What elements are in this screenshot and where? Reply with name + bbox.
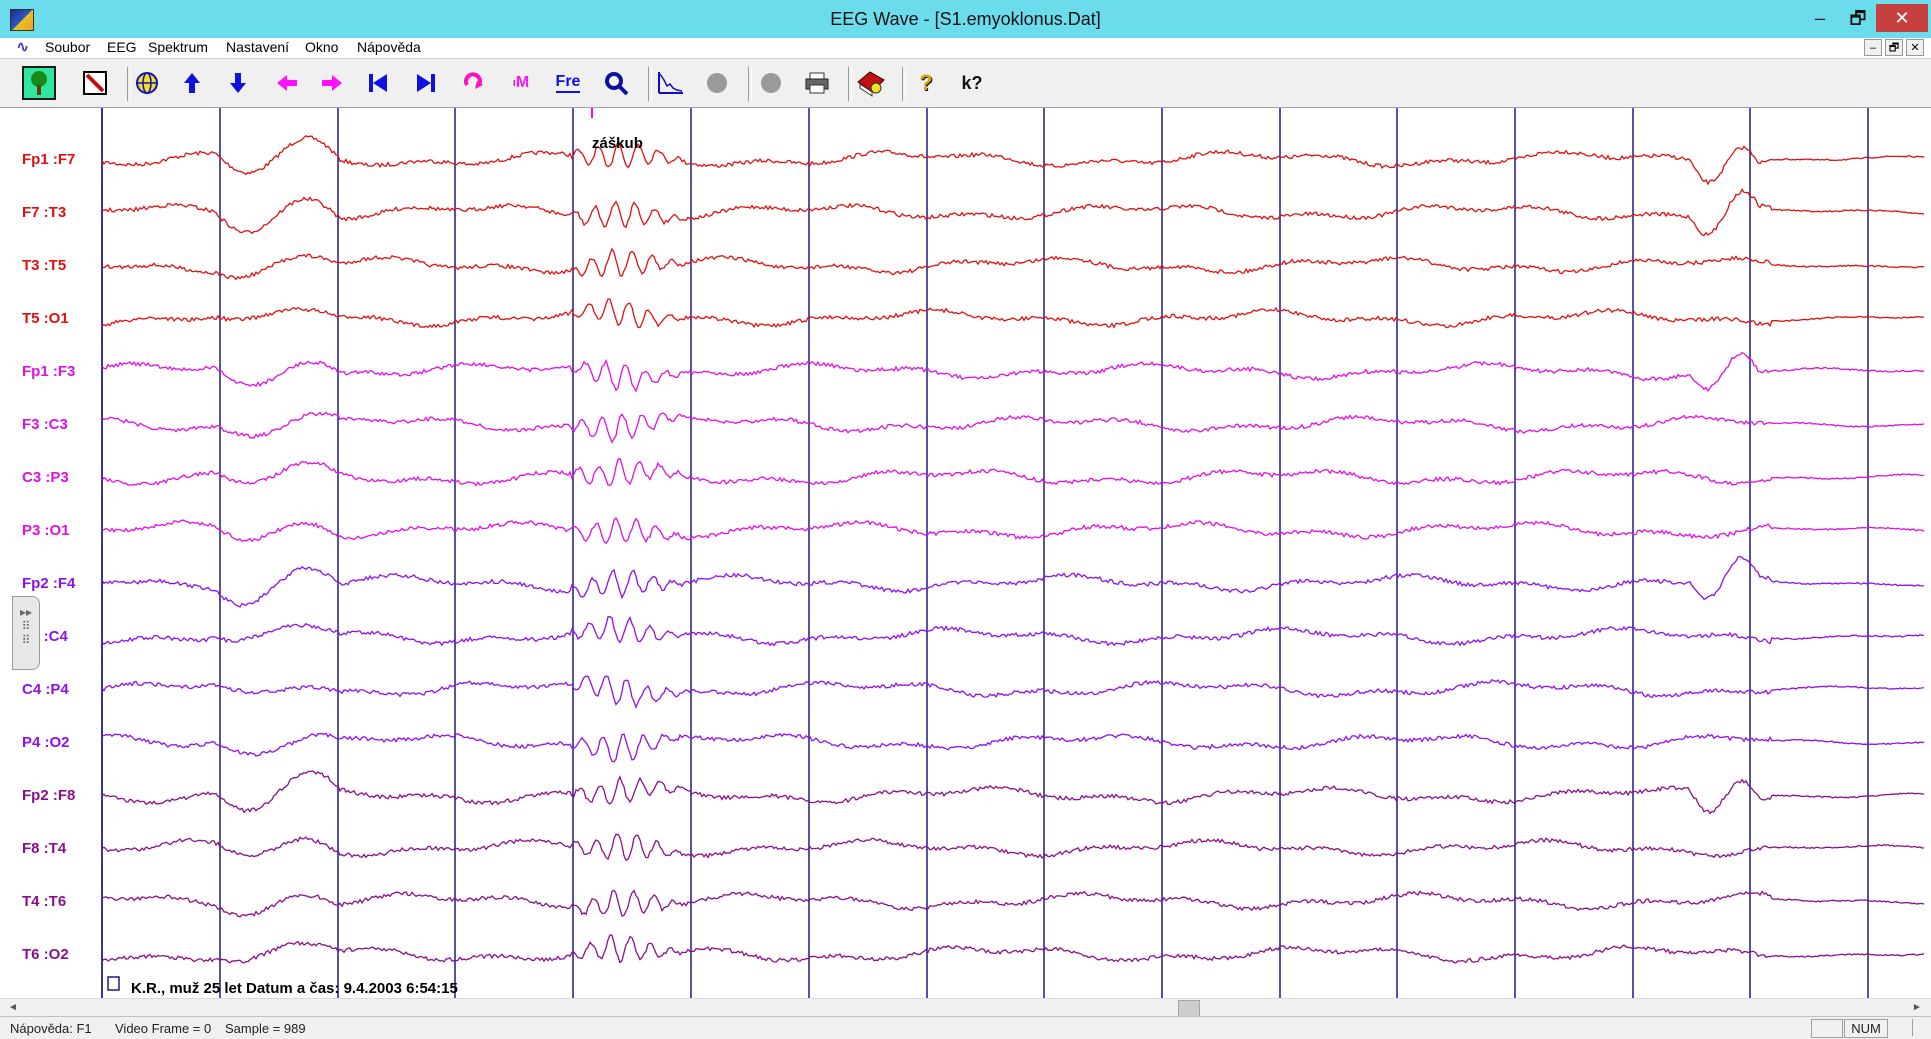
eeg-trace (101, 833, 1925, 862)
recording-info: K.R., muž 25 let Datum a čas: 9.4.2003 6… (131, 980, 458, 997)
arrow-right-icon[interactable] (315, 66, 349, 100)
edit-montage-icon[interactable] (78, 66, 112, 100)
channel-label[interactable]: T5 :O1 (22, 310, 69, 327)
skip-to-end-icon[interactable] (408, 66, 442, 100)
channel-label[interactable]: F7 :T3 (22, 204, 66, 221)
mdi-restore-button[interactable]: 🗗 (1885, 39, 1903, 56)
toolbar-separator (748, 67, 752, 101)
toolbar-separator (648, 67, 652, 101)
loop-icon[interactable] (456, 66, 490, 100)
channel-label[interactable]: Fp1 :F3 (22, 363, 75, 380)
menu-nastaveni[interactable]: Nastavení (226, 39, 290, 55)
eeg-trace (101, 457, 1924, 487)
channel-label[interactable]: Fp2 :F4 (22, 575, 76, 592)
eeg-trace (101, 616, 1925, 647)
channel-label[interactable]: P4 :O2 (22, 734, 70, 751)
arrow-left-icon[interactable] (270, 66, 304, 100)
eeg-trace (101, 135, 1925, 186)
frequency-label: Fre (555, 73, 581, 93)
scroll-left-icon[interactable]: ◄ (8, 1002, 18, 1013)
eeg-trace (101, 411, 1925, 444)
channel-label[interactable]: C3 :P3 (22, 469, 69, 486)
status-empty-pane (1811, 1019, 1843, 1038)
eeg-trace (101, 934, 1925, 964)
minimize-button[interactable]: – (1814, 8, 1825, 28)
channel-label[interactable]: Fp1 :F7 (22, 151, 75, 168)
eeg-trace (101, 770, 1925, 815)
status-bar: Nápověda: F1 Video Frame = 0 Sample = 98… (0, 1016, 1931, 1039)
menu-soubor[interactable]: Soubor (45, 39, 91, 55)
close-button[interactable]: ✕ (1876, 4, 1928, 32)
print-icon[interactable] (800, 66, 834, 100)
wave-logo-icon[interactable]: ∿ (16, 39, 30, 56)
app-icon[interactable] (10, 9, 34, 31)
channel-label[interactable]: F3 :C3 (22, 416, 68, 433)
scroll-thumb[interactable] (1178, 1000, 1200, 1017)
zoom-icon[interactable] (599, 66, 633, 100)
menu-okno[interactable]: Okno (305, 39, 339, 55)
eeg-trace (101, 188, 1925, 237)
scroll-right-icon[interactable]: ► (1912, 1002, 1922, 1013)
title-bar: EEG Wave - [S1.emyoklonus.Dat] – 🗗 ✕ (0, 0, 1931, 38)
spectrum-chart-icon[interactable] (653, 66, 687, 100)
channel-label[interactable]: T4 :T6 (22, 893, 66, 910)
eeg-trace (101, 675, 1925, 710)
record-disabled-icon[interactable] (700, 66, 734, 100)
channel-label[interactable]: Fp2 :F8 (22, 787, 75, 804)
eeg-trace (101, 298, 1924, 329)
eeg-display[interactable]: Fp1 :F7 F7 :T3 T3 :T5 T5 :O1 Fp1 :F3 F3 :C3 C3… (0, 108, 1931, 1000)
marker-m-label: M (515, 74, 530, 91)
toolbar-separator (848, 67, 852, 101)
toolbar-separator (902, 67, 906, 101)
eeg-canvas[interactable]: Fp1 :F7 F7 :T3 T3 :T5 T5 :O1 Fp1 :F3 F3 :C3 C3… (0, 108, 1931, 1000)
arrow-up-icon[interactable] (175, 66, 209, 100)
skip-to-start-icon[interactable] (362, 66, 396, 100)
status-help: Nápověda: F1 (10, 1021, 92, 1036)
globe-icon[interactable] (130, 66, 164, 100)
book-icon[interactable] (854, 66, 888, 100)
arrow-down-icon[interactable] (221, 66, 255, 100)
eeg-trace (101, 889, 1925, 918)
menu-napoveda[interactable]: Nápověda (357, 39, 421, 55)
channel-label[interactable]: T6 :O2 (22, 946, 69, 963)
channel-label[interactable]: T3 :T5 (22, 257, 66, 274)
status-sample: Sample = 989 (225, 1021, 306, 1036)
whats-this-label: k? (961, 72, 983, 93)
menu-eeg[interactable]: EEG (107, 39, 137, 55)
tree-icon[interactable] (22, 66, 56, 100)
channel-label[interactable]: C4 :P4 (22, 681, 69, 698)
stop-disabled-icon[interactable] (754, 66, 788, 100)
horizontal-scrollbar[interactable]: ◄ ► (0, 998, 1931, 1017)
mdi-close-button[interactable]: ✕ (1906, 39, 1924, 56)
menu-bar: ∿ Soubor EEG Spektrum Nastavení Okno Náp… (0, 38, 1931, 58)
menu-spektrum[interactable]: Spektrum (148, 39, 208, 55)
whats-this-icon[interactable]: k? (955, 66, 989, 100)
frequency-icon[interactable]: Fre (551, 66, 585, 100)
eeg-trace (101, 732, 1925, 763)
status-video-frame: Video Frame = 0 (115, 1021, 212, 1036)
toolbar-separator (127, 67, 131, 101)
mdi-minimize-button[interactable]: – (1864, 39, 1882, 56)
channel-label[interactable]: P3 :O1 (22, 522, 70, 539)
eeg-trace (101, 555, 1925, 608)
event-annotation[interactable]: záškub (592, 135, 643, 152)
maximize-button[interactable]: 🗗 (1849, 8, 1867, 28)
eeg-trace (101, 247, 1925, 281)
resize-grip-icon[interactable] (1912, 1019, 1927, 1036)
status-num-lock: NUM (1844, 1019, 1888, 1038)
window-title: EEG Wave - [S1.emyoklonus.Dat] (830, 9, 1101, 29)
help-icon[interactable]: ? (909, 66, 943, 100)
channel-label[interactable]: F8 :T4 (22, 840, 67, 857)
eeg-trace (101, 516, 1925, 545)
eeg-trace (101, 351, 1925, 393)
help-label: ? (919, 70, 933, 95)
side-panel-tab[interactable]: ▸▸ ⠿ ⠿ (12, 596, 40, 670)
footer-checkbox[interactable] (107, 976, 120, 991)
